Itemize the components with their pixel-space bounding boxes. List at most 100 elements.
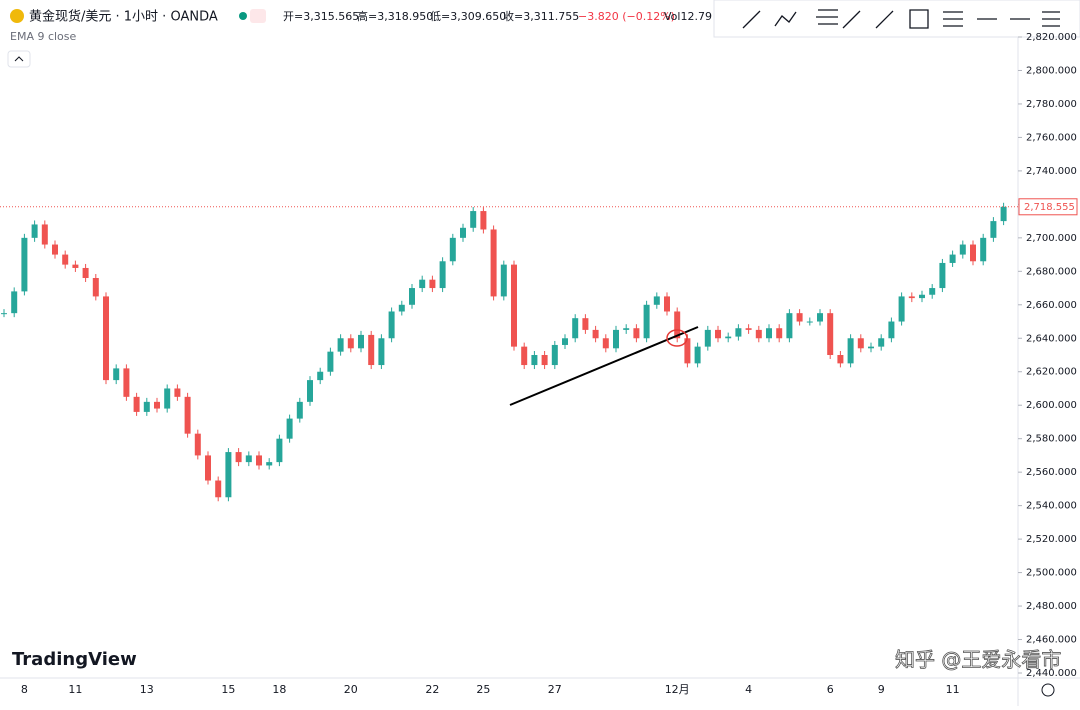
candle xyxy=(664,296,670,312)
indicator-label[interactable]: EMA 9 close xyxy=(10,30,77,43)
watermark: 知乎 @王爱永看市 xyxy=(895,648,1061,672)
candle xyxy=(990,221,997,238)
y-tick-label: 2,740.000 xyxy=(1026,166,1077,177)
candle xyxy=(725,336,732,339)
candle xyxy=(551,344,558,366)
candle xyxy=(684,338,691,364)
candle xyxy=(276,438,283,463)
x-tick-label: 13 xyxy=(140,683,154,696)
candle xyxy=(103,296,109,381)
candle xyxy=(674,311,681,339)
candle xyxy=(347,338,354,349)
y-tick-label: 2,820.000 xyxy=(1026,32,1077,43)
candle xyxy=(602,338,609,349)
candle xyxy=(980,237,987,262)
x-tick-label: 11 xyxy=(946,683,960,696)
candle xyxy=(817,313,823,322)
close-value: 收=3,311.755 xyxy=(503,9,579,23)
low-value: 低=3,309.650 xyxy=(430,10,506,23)
x-tick-label: 15 xyxy=(221,683,235,696)
x-tick-label: 9 xyxy=(878,683,885,696)
settings-icon[interactable] xyxy=(1041,683,1055,697)
candle xyxy=(52,244,58,255)
candle xyxy=(776,328,783,339)
candle xyxy=(419,279,426,289)
candle xyxy=(194,433,201,456)
candle xyxy=(266,462,273,466)
candle xyxy=(286,418,293,439)
candle xyxy=(1000,206,1007,222)
candle xyxy=(796,313,803,322)
candle xyxy=(786,313,793,339)
candle xyxy=(613,329,619,349)
candle xyxy=(82,267,89,279)
candle xyxy=(480,211,487,230)
candle xyxy=(317,371,324,381)
y-tick-label: 2,760.000 xyxy=(1026,132,1077,143)
candle xyxy=(633,328,640,339)
y-tick-label: 2,640.000 xyxy=(1026,333,1077,344)
candle xyxy=(929,288,936,295)
candle xyxy=(378,338,385,366)
candle xyxy=(898,296,905,322)
high-value: 高=3,318.950 xyxy=(357,9,433,23)
candle xyxy=(307,380,313,402)
toolbar-icon-wave[interactable] xyxy=(774,11,797,27)
candle xyxy=(939,262,946,289)
tradingview-logo: TradingView xyxy=(12,649,137,670)
y-tick-label: 2,480.000 xyxy=(1026,601,1077,612)
candle xyxy=(439,261,446,289)
candle xyxy=(388,311,395,339)
x-tick-label: 25 xyxy=(476,683,490,696)
collapse-icon xyxy=(14,56,24,62)
candle xyxy=(296,401,303,419)
x-tick-label: 11 xyxy=(68,683,82,696)
candle xyxy=(857,338,864,349)
candle xyxy=(327,351,334,372)
highlight-circle[interactable] xyxy=(666,329,688,347)
x-tick-label: 18 xyxy=(272,683,286,696)
candle xyxy=(919,294,925,299)
collapse-button[interactable] xyxy=(7,50,31,68)
x-tick-label: 8 xyxy=(21,683,28,696)
symbol-title[interactable]: 黄金现货/美元 · 1小时 · OANDA xyxy=(29,9,218,25)
candle xyxy=(62,254,69,265)
candle xyxy=(235,452,242,463)
candle xyxy=(205,455,211,481)
candle xyxy=(409,288,415,305)
candle xyxy=(133,396,140,412)
y-tick-label: 2,660.000 xyxy=(1026,300,1077,311)
candle xyxy=(745,328,752,330)
x-tick-label: 22 xyxy=(425,683,439,696)
candle xyxy=(847,338,854,364)
candle xyxy=(123,368,130,397)
candle xyxy=(511,264,517,347)
candle xyxy=(154,401,160,409)
candle xyxy=(959,244,966,255)
candle xyxy=(398,304,405,312)
candle xyxy=(113,368,120,381)
candle xyxy=(174,388,181,397)
candle xyxy=(337,338,344,352)
candle xyxy=(92,278,99,297)
candle xyxy=(541,355,548,366)
candle xyxy=(11,291,18,314)
candle xyxy=(827,313,834,355)
candle xyxy=(888,321,895,339)
candle xyxy=(184,396,191,434)
candle xyxy=(592,329,599,339)
y-tick-label: 2,600.000 xyxy=(1026,400,1077,411)
x-tick-label: 6 xyxy=(827,683,834,696)
toolbar-icons[interactable] xyxy=(742,9,1060,29)
candle xyxy=(215,480,222,498)
candle xyxy=(806,321,813,323)
y-tick-label: 2,520.000 xyxy=(1026,534,1077,545)
candle xyxy=(562,338,568,345)
candle xyxy=(72,264,79,268)
candle xyxy=(521,346,528,366)
last-price-tag xyxy=(1018,198,1078,216)
candle xyxy=(470,211,477,228)
candle xyxy=(368,334,375,366)
candle xyxy=(878,338,885,347)
